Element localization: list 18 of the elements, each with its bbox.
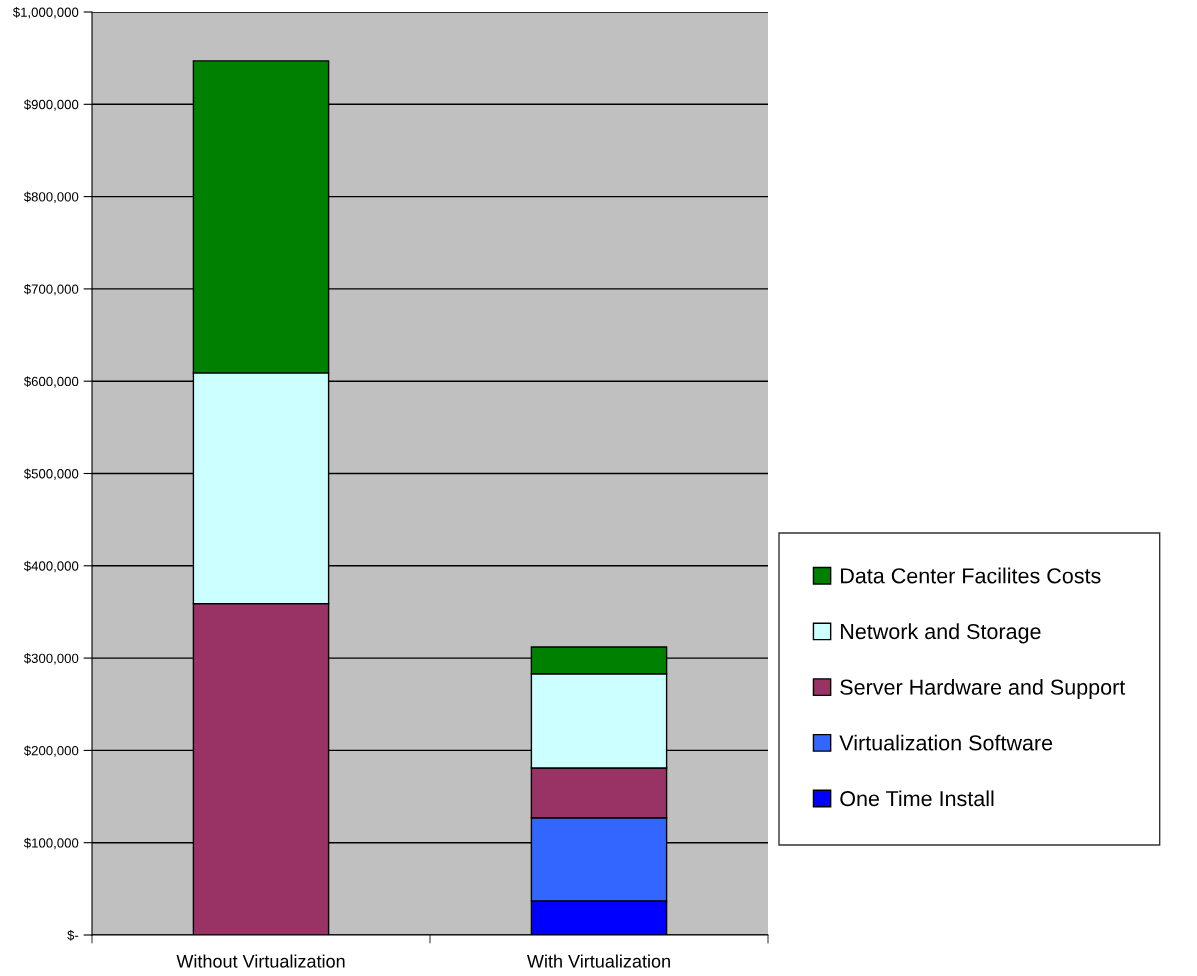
y-tick-label: $600,000 [23, 376, 79, 388]
y-tick-label: $800,000 [23, 191, 79, 204]
y-tick-label: $900,000 [23, 99, 79, 111]
y-tick-label: $- [67, 930, 79, 941]
y-tick-label: $1,000,000 [12, 7, 79, 19]
legend-label: Data Center Facilites Costs [841, 567, 1101, 584]
y-tick-label: $300,000 [23, 653, 79, 665]
x-tick-label: Without Virtualization [176, 954, 345, 968]
legend-label: Virtualization Software [839, 734, 1053, 751]
y-tick-label: $100,000 [23, 837, 79, 850]
y-tick-label: $500,000 [23, 468, 79, 480]
legend-label: Network and Storage [841, 623, 1041, 644]
x-tick-label: With Virtualization [526, 954, 670, 968]
y-tick-label: $700,000 [23, 283, 79, 296]
legend-label: Server Hardware and Support [840, 679, 1126, 700]
legend-label: One Time Install [840, 790, 994, 807]
y-tick-label: $200,000 [23, 745, 79, 757]
y-tick-label: $400,000 [23, 560, 79, 573]
